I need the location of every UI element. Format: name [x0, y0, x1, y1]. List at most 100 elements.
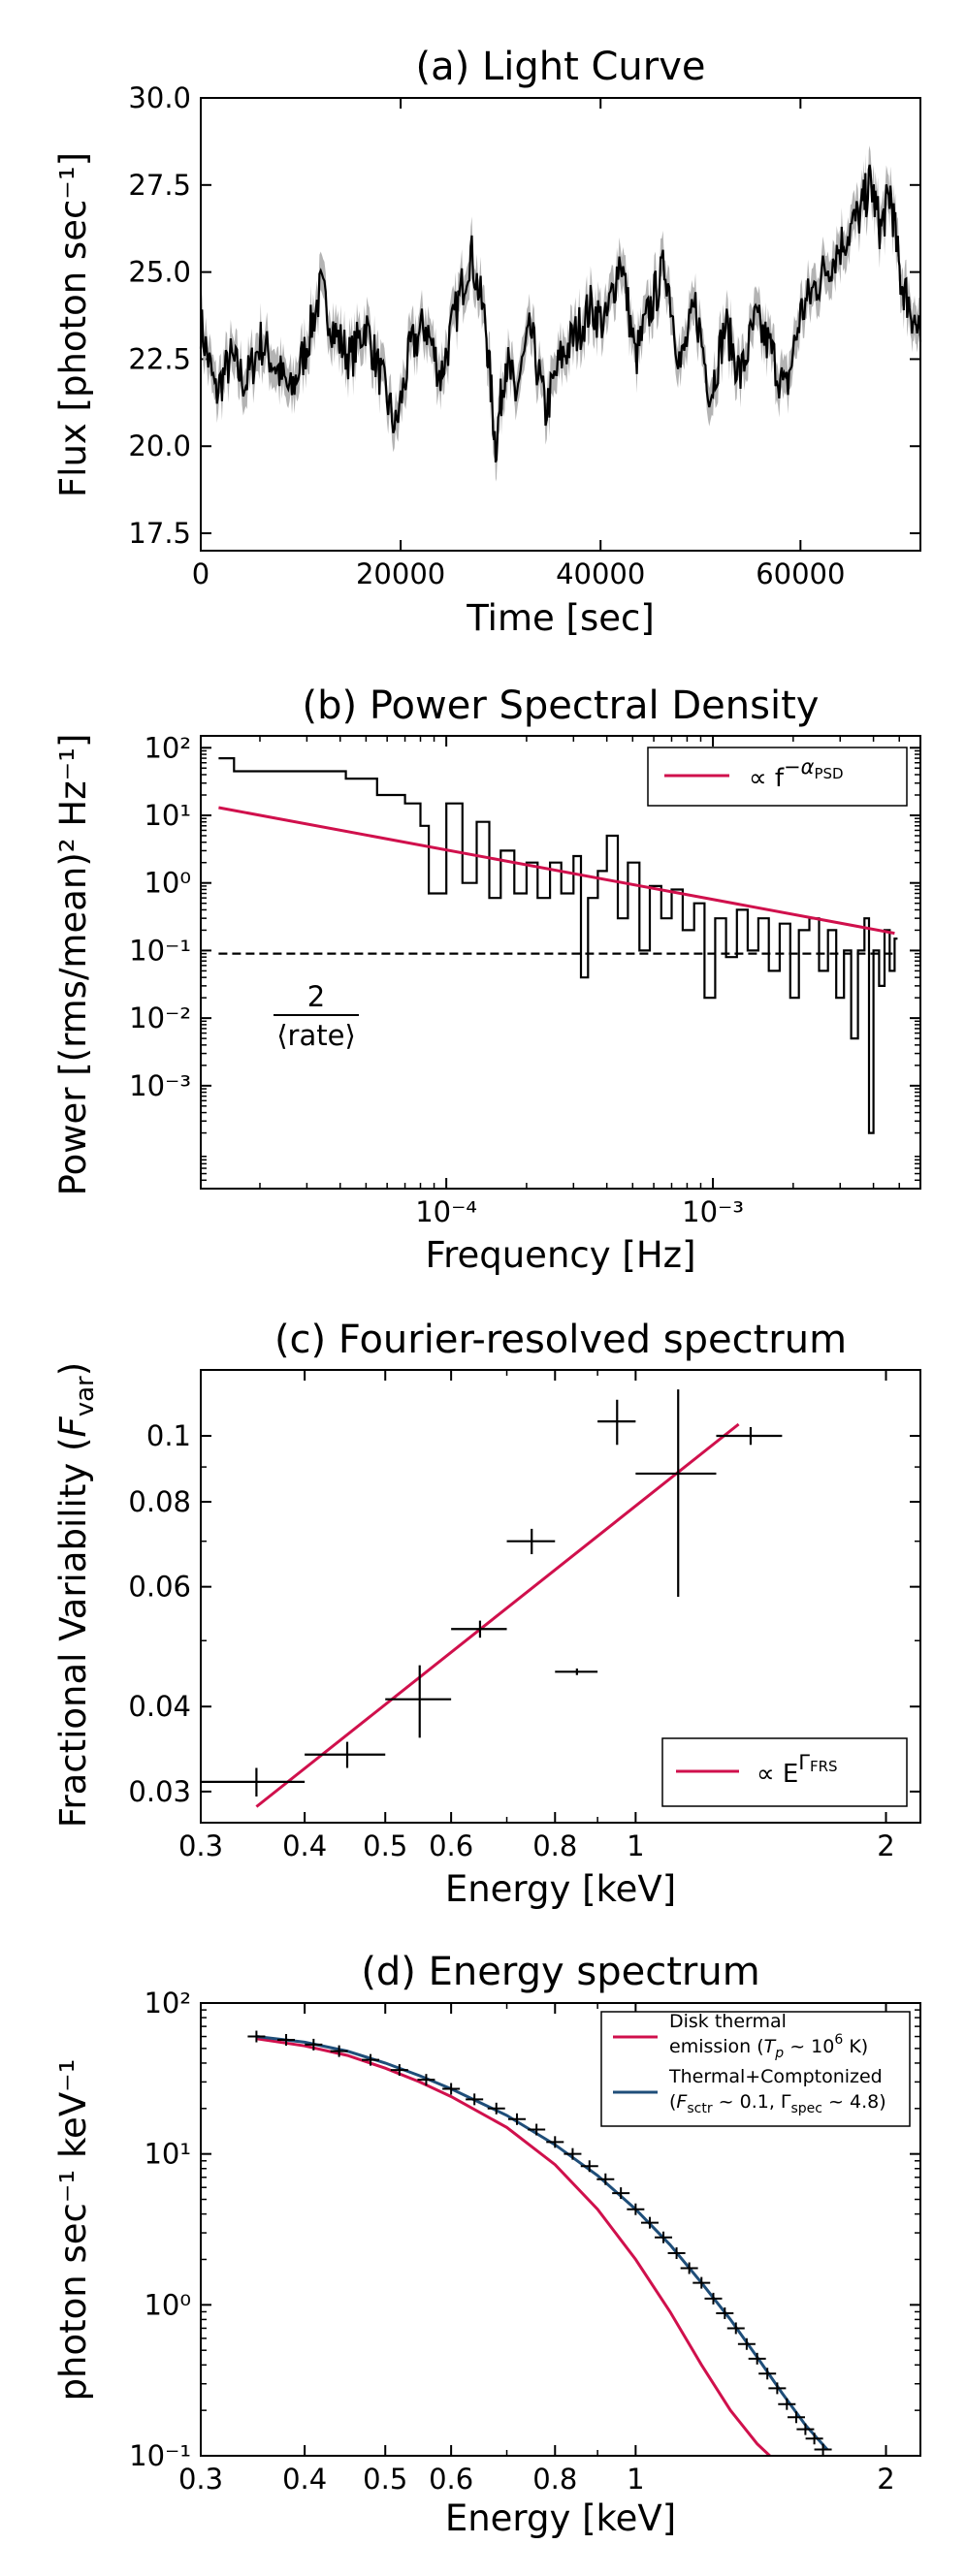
b-ytick-label-3: 10⁰ [144, 867, 191, 900]
panel-d-series [247, 2030, 832, 2456]
rate-annotation-numerator: 2 [307, 980, 325, 1013]
disk-legend-K: K) [843, 2036, 868, 2057]
panel-c-legend-label: ∝ EΓFRS [757, 1751, 838, 1789]
light-curve-line [199, 164, 922, 463]
panel-d-energy-spectrum: (d) Energy spectrum 0.3 0.4 0.5 0.6 0.8 1 2 10⁻… [52, 1950, 921, 2539]
panel-c-legend: ∝ EΓFRS [661, 1737, 908, 1807]
c-xtick-label-1: 0.4 [282, 1829, 327, 1862]
c-ytick-label-1: 0.04 [128, 1690, 191, 1723]
b-ytick-label-4: 10¹ [144, 799, 191, 832]
panel-b-ticks: 10⁻⁴ 10⁻³ 10⁻³ 10⁻² 10⁻¹ 10⁰ 10¹ 10² [129, 731, 921, 1228]
panel-c-xlabel: Energy [keV] [445, 1868, 676, 1910]
rate-annotation-denominator: ⟨rate⟩ [276, 1019, 356, 1052]
panel-b-psd: (b) Power Spectral Density 10⁻⁴ 10⁻³10⁻³1… [52, 684, 921, 1276]
d-xtick-label-2: 0.5 [363, 2463, 407, 2496]
panel-c-legend-exponent: Γ [798, 1751, 810, 1774]
panel-c-legend-exponent-sub: FRS [810, 1758, 838, 1775]
panel-b-ylabel: Power [(rms/mean)² Hz⁻¹] [52, 734, 94, 1196]
psd-step-line [218, 756, 898, 1134]
a-ytick-label-2: 22.5 [128, 342, 191, 375]
disk-legend-a: emission ( [669, 2036, 764, 2057]
panel-c-ylabel-sub: var [71, 1376, 100, 1416]
d-xtick-label-5: 1 [627, 2463, 644, 2496]
disk-legend-T: T [764, 2036, 777, 2057]
frs-model-line [255, 1422, 740, 1808]
d-xtick-label-4: 0.8 [532, 2463, 577, 2496]
panel-d-ylabel: photon sec⁻¹ keV⁻¹ [52, 2059, 94, 2401]
comp-legend-F: F [676, 2091, 688, 2113]
a-ytick-label-0: 17.5 [128, 517, 191, 550]
panel-a-light-curve: (a) Light Curve 0 20000 40000 60000 17.5 20.0… [52, 45, 922, 639]
a-ytick-label-5: 30.0 [128, 81, 191, 114]
c-xtick-label-6: 2 [877, 1829, 894, 1862]
disk-legend-p: p [774, 2046, 784, 2061]
c-xtick-label-3: 0.6 [429, 1829, 473, 1862]
c-xtick-label-2: 0.5 [363, 1829, 407, 1862]
panel-b-legend-base: ∝ f [749, 764, 785, 793]
disk-thermal-model-line [256, 2037, 771, 2456]
light-curve-error-band [201, 145, 920, 482]
panel-a-title: (a) Light Curve [416, 45, 706, 89]
panel-a-xlabel: Time [sec] [466, 597, 655, 639]
panel-c-ylabel-var: F [52, 1416, 94, 1438]
comp-legend-Gamma: Γ [781, 2091, 791, 2113]
comp-legend-spec: spec [791, 2101, 823, 2116]
c-ytick-label-0: 0.03 [128, 1775, 191, 1808]
panel-b-series [218, 756, 898, 1134]
panel-a-ticks: 0 20000 40000 60000 17.5 20.0 22.5 25.0 27.5 30.0 [128, 81, 920, 590]
d-xtick-label-3: 0.6 [429, 2463, 473, 2496]
panel-d-title: (d) Energy spectrum [361, 1950, 759, 1994]
panel-d-legend-disk-line1: Disk thermal [669, 2011, 787, 2032]
b-xtick-label-1: 10⁻³ [682, 1195, 744, 1228]
b-xtick-label-0: 10⁻⁴ [415, 1195, 477, 1228]
comp-legend-sctr: sctr [687, 2101, 712, 2116]
c-ytick-label-2: 0.06 [128, 1571, 191, 1604]
panel-b-frame [200, 735, 921, 1190]
panel-d-legend-disk-line2: emission (Tp ~ 106 K) [669, 2032, 868, 2061]
b-ytick-label-1: 10⁻² [129, 1002, 191, 1034]
panel-c-ylabel: Fractional Variability (Fvar) [52, 1362, 100, 1828]
panel-b-annotation: 2 ⟨rate⟩ [274, 980, 359, 1052]
a-xtick-label-2: 40000 [556, 557, 645, 590]
psd-model-line [218, 806, 895, 936]
panel-a-series [199, 145, 922, 482]
comp-legend-a: ( [669, 2091, 676, 2113]
b-ytick-label-2: 10⁻¹ [129, 934, 191, 967]
panel-a-ylabel: Flux [photon sec⁻¹] [52, 152, 94, 497]
c-xtick-label-4: 0.8 [532, 1829, 577, 1862]
panel-d-xlabel: Energy [keV] [445, 2497, 676, 2539]
panel-c-frs: (c) Fourier-resolved spectrum 0.3 0.4 0.5 0… [52, 1318, 921, 1910]
a-ytick-label-4: 27.5 [128, 169, 191, 202]
panel-d-legend-box [600, 2011, 911, 2127]
disk-legend-tilde: ~ 10 [784, 2036, 834, 2057]
panel-c-ticks: 0.3 0.4 0.5 0.6 0.8 1 2 0.03 0.04 0.06 0.08 0.1 [128, 1370, 920, 1862]
panel-b-legend: ∝ f−αPSD [647, 747, 908, 807]
d-ytick-label-2: 10¹ [144, 2138, 191, 2171]
a-xtick-label-3: 60000 [756, 557, 845, 590]
b-ytick-label-0: 10⁻³ [129, 1069, 191, 1102]
panel-c-title: (c) Fourier-resolved spectrum [274, 1318, 847, 1362]
panel-c-frame [200, 1369, 921, 1824]
panel-a-frame [200, 97, 921, 552]
c-ytick-label-4: 0.1 [146, 1419, 191, 1452]
c-xtick-label-0: 0.3 [178, 1829, 223, 1862]
d-ytick-label-1: 10⁰ [144, 2288, 191, 2321]
panel-b-xlabel: Frequency [Hz] [425, 1234, 695, 1276]
c-ytick-label-3: 0.08 [128, 1485, 191, 1518]
d-xtick-label-1: 0.4 [282, 2463, 327, 2496]
panel-c-legend-base: ∝ E [757, 1760, 798, 1789]
d-ytick-label-3: 10² [144, 1987, 191, 2019]
panel-d-legend: Disk thermal emission (Tp ~ 106 K) Therm… [600, 2011, 911, 2127]
panel-b-legend-exponent-sub: PSD [814, 765, 843, 782]
panel-c-series [201, 1389, 783, 1808]
d-xtick-label-6: 2 [877, 2463, 894, 2496]
c-xtick-label-5: 1 [627, 1829, 644, 1862]
panel-d-legend-comp-line1: Thermal+Comptonized [668, 2066, 883, 2087]
a-ytick-label-1: 20.0 [128, 429, 191, 462]
a-ytick-label-3: 25.0 [128, 256, 191, 289]
panel-b-title: (b) Power Spectral Density [303, 684, 820, 728]
disk-legend-exp: 6 [834, 2032, 843, 2048]
b-ytick-label-5: 10² [144, 731, 191, 764]
a-xtick-label-1: 20000 [356, 557, 445, 590]
